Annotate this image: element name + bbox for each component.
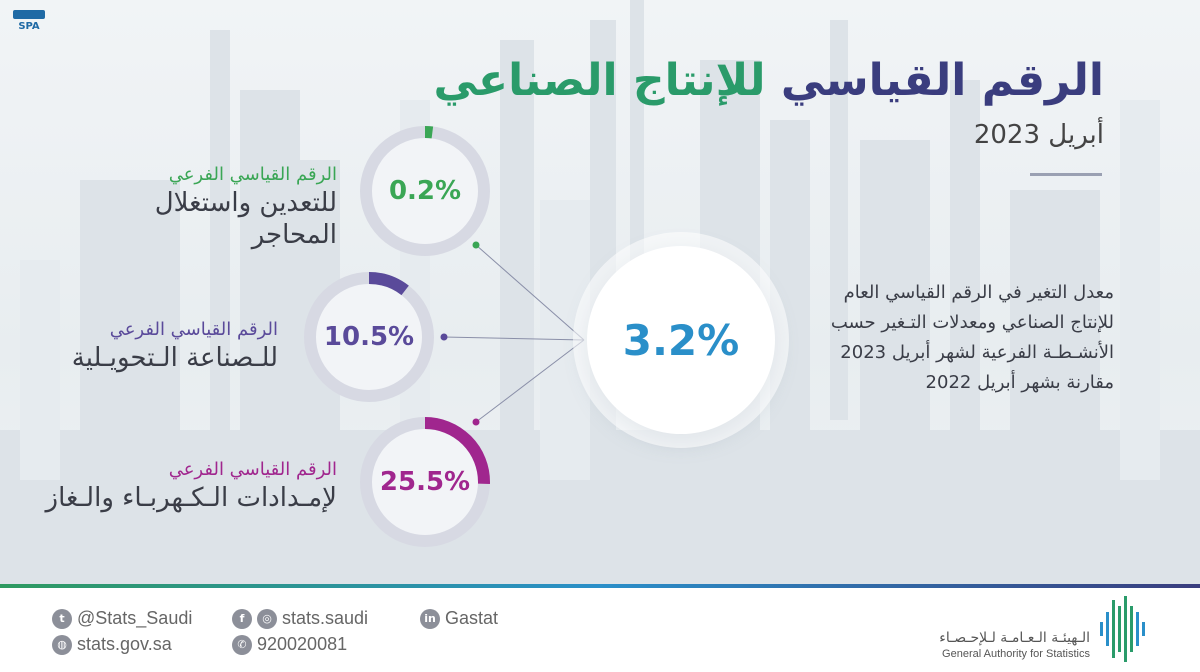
connector-dot-2: [440, 333, 448, 341]
connector-dot-1: [472, 241, 480, 249]
footer-linkedin-name: Gastat: [445, 608, 499, 628]
title-part1: الرقم القياسي: [780, 55, 1104, 106]
footer-website[interactable]: ◍ stats.gov.sa: [52, 634, 172, 655]
instagram-icon: ◎: [257, 608, 277, 629]
footer-twitter[interactable]: t @Stats_Saudi: [52, 608, 192, 629]
connector-line-3: [475, 339, 585, 423]
background-industrial: [0, 0, 1200, 584]
linkedin-icon: in: [420, 608, 440, 629]
headline-value: 3.2%: [622, 315, 740, 365]
ring-value: 25.5%: [379, 467, 471, 497]
label-electricity: الرقم القياسي الفرعي لإمـدادات الـكـهربـ…: [46, 458, 337, 514]
label-electricity-line1: الرقم القياسي الفرعي: [168, 459, 337, 480]
twitter-icon: t: [52, 608, 72, 629]
label-electricity-line2: لإمـدادات الـكـهربـاء والـغاز: [45, 483, 337, 513]
title-part2: للإنتاج الصناعي: [433, 55, 766, 106]
connector-dot-3: [472, 418, 480, 426]
footer-social[interactable]: f ◎ stats.saudi: [232, 608, 368, 629]
ring-value: 10.5%: [323, 322, 415, 352]
footer: t @Stats_Saudi ◍ stats.gov.sa f ◎ stats.…: [0, 588, 1200, 672]
footer-social-handle: stats.saudi: [282, 608, 369, 628]
ring-progress: [360, 126, 490, 256]
label-mining-line1: الرقم القياسي الفرعي: [168, 164, 337, 185]
ring-progress: [304, 272, 434, 402]
label-manufacturing-line2: للـصناعة الـتحويـلية: [71, 343, 278, 373]
headline-circle: 3.2%: [587, 246, 775, 434]
label-mining-line2: للتعدين واستغلال: [154, 188, 337, 218]
footer-linkedin[interactable]: in Gastat: [420, 608, 498, 629]
footer-twitter-handle: @Stats_Saudi: [77, 608, 193, 628]
footer-phone[interactable]: ✆ 920020081: [232, 634, 347, 655]
footer-phone-number: 920020081: [257, 634, 348, 654]
spa-logo-text: SPA: [18, 21, 40, 32]
phone-icon: ✆: [232, 634, 252, 655]
gastat-logo: [1098, 596, 1150, 666]
facebook-icon: f: [232, 608, 252, 629]
label-manufacturing: الرقم القياسي الفرعي للـصناعة الـتحويـلي…: [72, 318, 278, 374]
ring-electricity: 25.5%: [359, 416, 491, 548]
label-manufacturing-line1: الرقم القياسي الفرعي: [109, 319, 278, 340]
page-subtitle: أبريل 2023: [973, 120, 1104, 150]
headline-description: معدل التغير في الرقم القياسي العام للإنت…: [830, 282, 1114, 393]
spa-logo: SPA: [12, 8, 46, 32]
org-name-english: General Authority for Statistics: [942, 648, 1090, 660]
org-name-arabic: الـهيئـة الـعـامـة لـلإحـصـاء: [939, 630, 1090, 646]
ring-manufacturing: 10.5%: [303, 271, 435, 403]
footer-divider: [0, 584, 1200, 588]
ring-value: 0.2%: [388, 176, 462, 206]
label-mining: الرقم القياسي الفرعي للتعدين واستغلال ال…: [155, 163, 337, 251]
ring-mining: 0.2%: [359, 125, 491, 257]
connector-line-1: [475, 244, 585, 341]
connector-line-2: [443, 336, 585, 341]
label-mining-line3: المحاجر: [251, 220, 337, 250]
footer-website-url: stats.gov.sa: [77, 634, 172, 654]
connector-lines: [440, 241, 585, 426]
page-title: الرقم القياسي للإنتاج الصناعي: [434, 55, 1104, 106]
globe-icon: ◍: [52, 634, 72, 655]
title-divider: [1030, 173, 1102, 176]
ring-progress: [360, 417, 490, 547]
